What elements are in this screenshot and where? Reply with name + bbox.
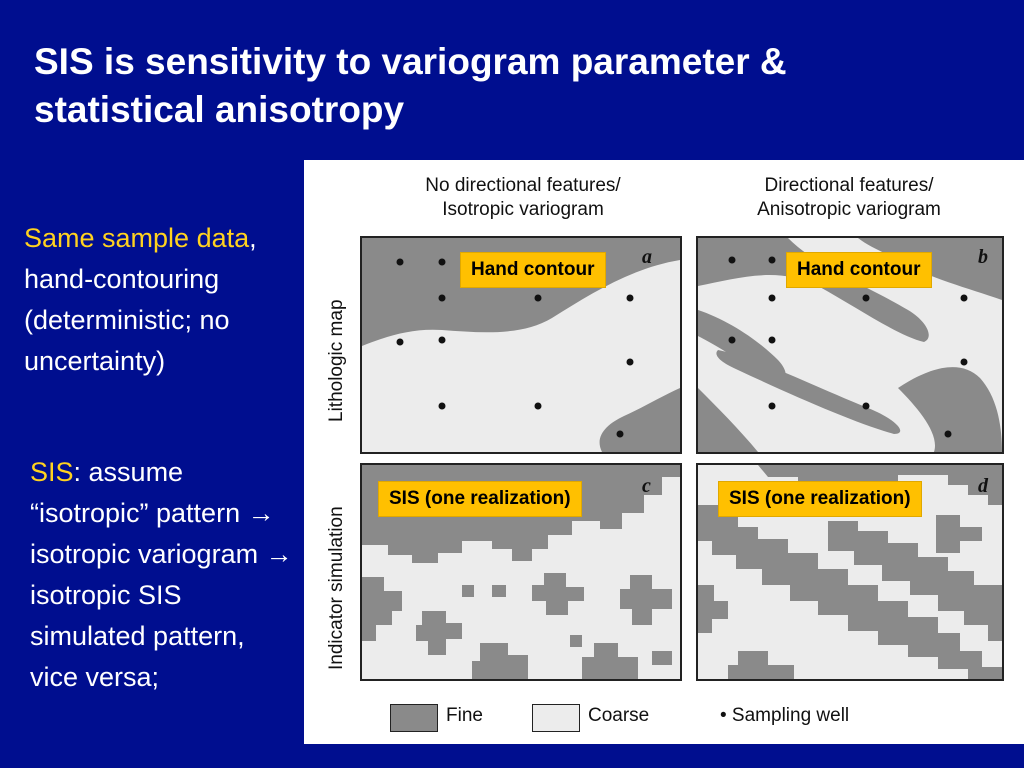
panel-c-tag: SIS (one realization): [378, 481, 582, 517]
panel-d-letter: d: [978, 475, 988, 497]
panel-b-hand-contour-anisotropic: Hand contour b: [696, 236, 1004, 454]
column-header-right-line1: Directional features/: [764, 175, 934, 196]
column-header-left-line1: No directional features/: [425, 175, 621, 196]
text-sis-description: : assume “isotropic” pattern → isotropic…: [30, 457, 293, 692]
legend-label-coarse: Coarse: [588, 705, 650, 726]
lithology-figure: No directional features/ Isotropic vario…: [304, 160, 1024, 744]
legend-label-sampling-well: • Sampling well: [720, 705, 850, 726]
panel-b-letter: b: [978, 246, 988, 268]
panel-c-letter: c: [642, 475, 651, 497]
column-header-right-line2: Anisotropic variogram: [757, 199, 941, 220]
highlight-sis: SIS: [30, 457, 74, 487]
legend-swatch-fine: [390, 704, 438, 732]
row-label-lithologic-map: Lithologic map: [326, 299, 347, 422]
column-header-isotropic: No directional features/ Isotropic vario…: [364, 174, 682, 222]
panel-a-tag: Hand contour: [460, 252, 606, 288]
panel-b-tag: Hand contour: [786, 252, 932, 288]
text-block-sis: SIS: assume “isotropic” pattern → isotro…: [30, 452, 300, 698]
panel-a-hand-contour-isotropic: Hand contour a: [360, 236, 682, 454]
legend-swatch-coarse: [532, 704, 580, 732]
figure-legend: Fine Coarse • Sampling well: [386, 702, 1006, 732]
row-label-indicator-simulation: Indicator simulation: [326, 506, 347, 670]
panel-a-letter: a: [642, 246, 652, 268]
panel-c-sis-isotropic: SIS (one realization) c: [360, 463, 682, 681]
panel-d-tag: SIS (one realization): [718, 481, 922, 517]
text-hand-contouring: , hand-contouring (deterministic; no unc…: [24, 223, 257, 376]
column-header-anisotropic: Directional features/ Anisotropic variog…: [698, 174, 1000, 222]
text-block-hand-contouring: Same sample data, hand-contouring (deter…: [24, 218, 294, 382]
title-line-1: SIS is sensitivity to variogram paramete…: [34, 41, 787, 82]
column-header-left-line2: Isotropic variogram: [442, 199, 604, 220]
legend-label-fine: Fine: [446, 705, 483, 726]
slide-title: SIS is sensitivity to variogram paramete…: [34, 38, 994, 134]
panel-d-sis-anisotropic: SIS (one realization) d: [696, 463, 1004, 681]
highlight-same-sample-data: Same sample data: [24, 223, 250, 253]
title-line-2: statistical anisotropy: [34, 89, 405, 130]
